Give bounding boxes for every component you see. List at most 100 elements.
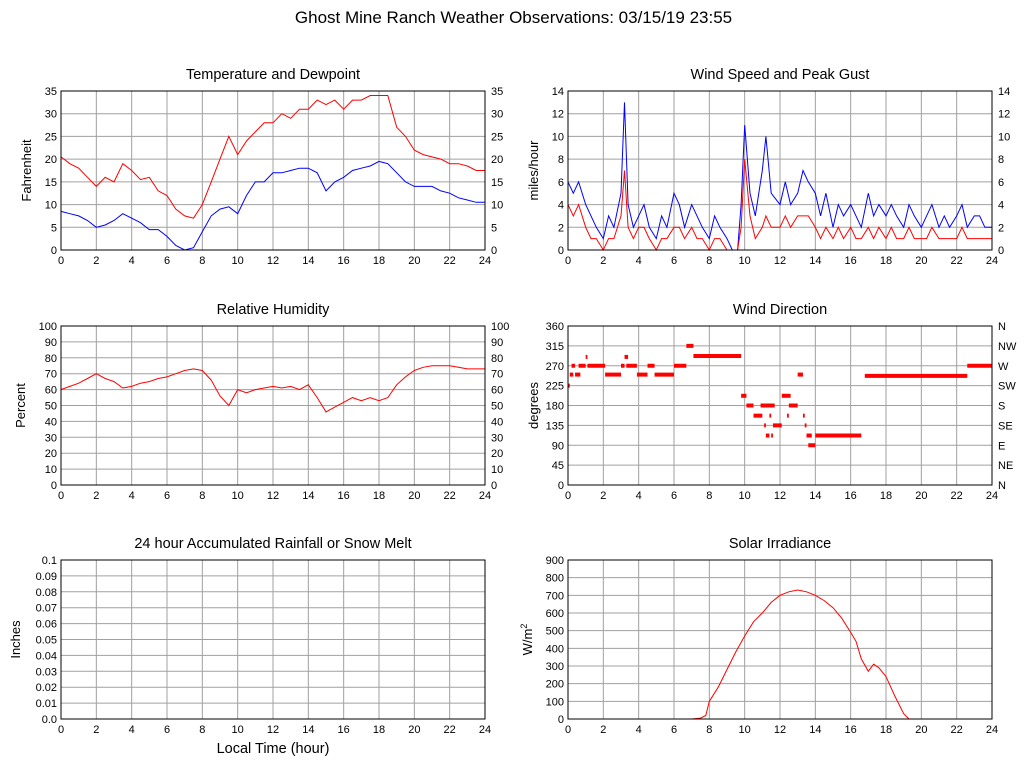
x-tick-label: 2 bbox=[93, 724, 99, 736]
y-tick-label: 0.04 bbox=[36, 650, 57, 662]
y-tick-label: 10 bbox=[45, 464, 57, 476]
right-tick-label: 80 bbox=[491, 353, 503, 365]
y-axis-label-sup: 2 bbox=[519, 624, 529, 629]
y-tick-label: 10 bbox=[45, 200, 57, 212]
y-tick-label: 8 bbox=[558, 154, 564, 166]
x-tick-label: 6 bbox=[671, 255, 677, 267]
y-tick-label: 0.01 bbox=[36, 698, 57, 710]
y-tick-label: 25 bbox=[45, 131, 57, 143]
x-tick-label: 10 bbox=[232, 255, 244, 267]
x-tick-label: 0 bbox=[58, 724, 64, 736]
y-tick-label: 0.06 bbox=[36, 619, 57, 631]
x-tick-label: 6 bbox=[164, 255, 170, 267]
right-tick-label: 30 bbox=[491, 109, 503, 121]
x-tick-label: 12 bbox=[774, 724, 786, 736]
plot-frame bbox=[60, 90, 486, 251]
y-tick-label: 100 bbox=[546, 696, 564, 708]
x-tick-label: 24 bbox=[986, 490, 998, 502]
y-tick-label: 700 bbox=[546, 590, 564, 602]
y-tick-label: 20 bbox=[45, 448, 57, 460]
x-tick-label: 20 bbox=[915, 255, 927, 267]
right-tick-label: 50 bbox=[491, 401, 503, 413]
x-tick-label: 0 bbox=[565, 724, 571, 736]
x-tick-label: 20 bbox=[915, 724, 927, 736]
chart-title: Wind Speed and Peak Gust bbox=[691, 67, 870, 83]
x-tick-label: 24 bbox=[986, 255, 998, 267]
y-tick-label: 225 bbox=[546, 381, 564, 393]
y-axis-label: Inches bbox=[8, 620, 23, 659]
y-axis-label: miles/hour bbox=[526, 140, 541, 201]
plot-frame bbox=[567, 90, 993, 251]
x-tick-label: 0 bbox=[565, 490, 571, 502]
y-tick-label: 800 bbox=[546, 573, 564, 585]
x-tick-label: 0 bbox=[58, 490, 64, 502]
x-tick-label: 10 bbox=[232, 490, 244, 502]
y-tick-label: 400 bbox=[546, 643, 564, 655]
x-tick-label: 4 bbox=[129, 724, 135, 736]
x-tick-label: 4 bbox=[129, 255, 135, 267]
x-tick-label: 14 bbox=[302, 255, 314, 267]
y-axis-label: Fahrenheit bbox=[19, 139, 34, 202]
right-tick-label: 4 bbox=[998, 200, 1004, 212]
y-tick-label: 90 bbox=[552, 440, 564, 452]
y-tick-label: 0.08 bbox=[36, 587, 57, 599]
x-tick-label: 2 bbox=[600, 490, 606, 502]
y-axis-label-main: Percent bbox=[13, 383, 28, 428]
right-tick-label: 0 bbox=[491, 480, 497, 492]
y-axis-label-main: W/m bbox=[520, 629, 535, 656]
x-tick-label: 22 bbox=[951, 724, 963, 736]
y-tick-label: 10 bbox=[552, 131, 564, 143]
x-tick-label: 12 bbox=[774, 490, 786, 502]
right-tick-label: 2 bbox=[998, 222, 1004, 234]
y-tick-label: 500 bbox=[546, 626, 564, 638]
y-tick-label: 15 bbox=[45, 177, 57, 189]
y-tick-label: 12 bbox=[552, 109, 564, 121]
x-tick-label: 22 bbox=[444, 724, 456, 736]
right-tick-label: W bbox=[998, 361, 1009, 373]
x-tick-label: 6 bbox=[671, 724, 677, 736]
y-tick-label: 0.07 bbox=[36, 603, 57, 615]
y-tick-label: 90 bbox=[45, 337, 57, 349]
y-tick-label: 30 bbox=[45, 109, 57, 121]
right-tick-label: 12 bbox=[998, 109, 1010, 121]
x-tick-label: 10 bbox=[739, 724, 751, 736]
y-tick-label: 0 bbox=[558, 245, 564, 257]
y-tick-label: 14 bbox=[552, 86, 564, 98]
x-tick-label: 10 bbox=[739, 255, 751, 267]
right-tick-label: NE bbox=[998, 460, 1013, 472]
x-tick-label: 22 bbox=[444, 255, 456, 267]
series-line-red bbox=[60, 95, 485, 219]
right-tick-label: E bbox=[998, 440, 1005, 452]
right-tick-label: 35 bbox=[491, 86, 503, 98]
x-tick-label: 2 bbox=[93, 490, 99, 502]
chart-title: Relative Humidity bbox=[217, 302, 331, 318]
x-tick-label: 14 bbox=[809, 490, 821, 502]
y-tick-label: 5 bbox=[51, 222, 57, 234]
right-tick-label: NW bbox=[998, 341, 1017, 353]
y-tick-label: 360 bbox=[546, 321, 564, 333]
series-line-red bbox=[60, 365, 485, 413]
y-tick-label: 35 bbox=[45, 86, 57, 98]
x-tick-label: 20 bbox=[408, 255, 420, 267]
right-tick-label: 30 bbox=[491, 432, 503, 444]
x-axis-label: Local Time (hour) bbox=[217, 741, 330, 757]
x-tick-label: 8 bbox=[706, 490, 712, 502]
series-line-red bbox=[568, 589, 992, 720]
x-tick-label: 6 bbox=[164, 490, 170, 502]
x-tick-label: 16 bbox=[338, 255, 350, 267]
y-tick-label: 0 bbox=[558, 480, 564, 492]
y-tick-label: 40 bbox=[45, 416, 57, 428]
x-tick-label: 18 bbox=[373, 724, 385, 736]
y-tick-label: 0.09 bbox=[36, 571, 57, 583]
x-tick-label: 2 bbox=[600, 724, 606, 736]
plot-frame bbox=[60, 325, 486, 486]
y-axis-label-main: miles/hour bbox=[526, 140, 541, 201]
right-tick-label: 10 bbox=[491, 200, 503, 212]
chart-title: 24 hour Accumulated Rainfall or Snow Mel… bbox=[134, 536, 411, 552]
right-tick-label: 0 bbox=[998, 245, 1004, 257]
x-tick-label: 8 bbox=[199, 724, 205, 736]
y-tick-label: 30 bbox=[45, 432, 57, 444]
right-tick-label: N bbox=[998, 480, 1006, 492]
